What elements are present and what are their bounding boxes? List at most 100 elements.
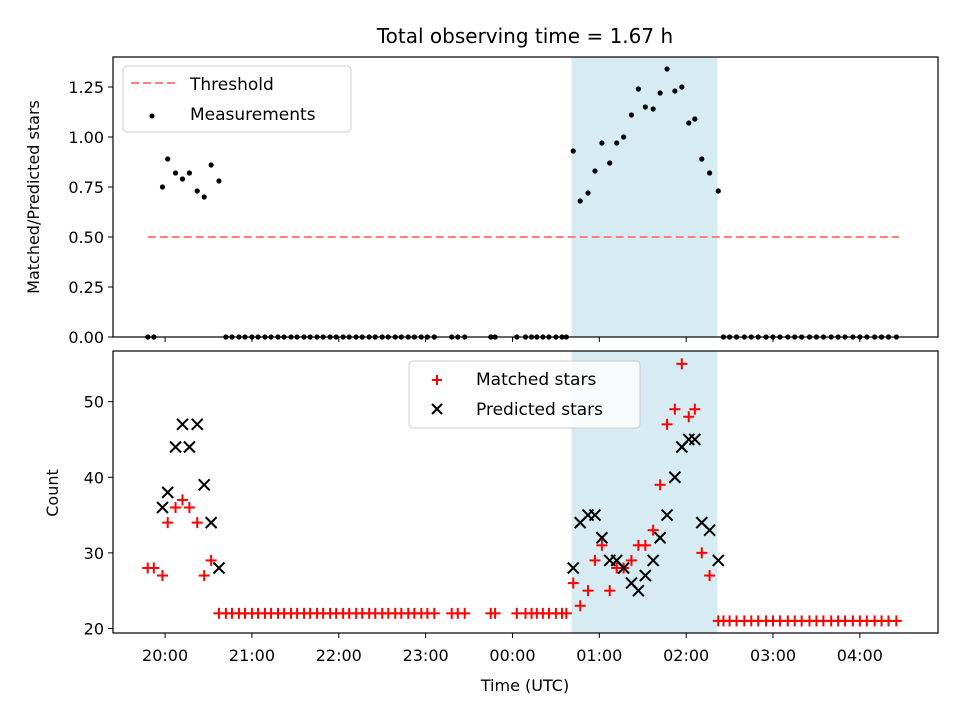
bottom-panel: 20 30 40 50 20:00 21:00 22:00 23:00 00:00 01:00 0… (43, 350, 939, 695)
top-y-tick-label: 0.00 (68, 328, 104, 347)
measurement-point (715, 188, 721, 194)
matched-star-point (669, 403, 681, 415)
matched-star-point (162, 517, 174, 529)
measurement-point (635, 86, 641, 92)
predicted-star-point (653, 531, 667, 544)
matched-star-point (157, 570, 168, 582)
top-panel: Total observing time = 1.67 h 0.000.250.… (24, 24, 939, 347)
bottom-y-tick-label: 30 (84, 544, 104, 563)
matched-star-point (198, 570, 210, 582)
x-tick-label: 23:00 (403, 646, 449, 665)
predicted-star-point (639, 569, 652, 582)
matched-star-point (647, 524, 659, 536)
predicted-star-b (703, 523, 716, 537)
predicted-star-point (183, 440, 196, 454)
predicted-star-b (567, 561, 580, 575)
bottom-y-ticks: 20 30 40 50 (84, 393, 113, 638)
top-plot-frame (112, 56, 939, 338)
x-axis-label: Time (UTC) (480, 676, 569, 695)
predicted-star-b (653, 531, 667, 544)
predicted-star-b (712, 554, 725, 567)
measurement-point (179, 176, 186, 182)
legend-measurements-swatch (149, 113, 155, 119)
bottom-x-ticks: 20:00 21:00 22:00 23:00 00:00 01:00 02:00 03:00… (142, 633, 883, 665)
predicted-star-b (588, 508, 602, 522)
measurement-point (679, 84, 685, 90)
predicted-star-point (161, 486, 174, 499)
x-tick-label: 22:00 (316, 646, 362, 665)
predicted-star-point (588, 508, 602, 522)
x-tick-label: 03:00 (750, 646, 796, 665)
measurement-point (672, 88, 678, 94)
measurement-point (650, 106, 656, 112)
matched-star-point (689, 403, 701, 415)
measurement-point (570, 148, 576, 154)
top-y-tick-label: 1.25 (68, 78, 104, 97)
predicted-star-point (712, 554, 725, 567)
matched-star-point (148, 562, 160, 574)
predicted-star-point (646, 554, 660, 567)
x-tick-label: 20:00 (142, 646, 188, 665)
predicted-star-point (204, 516, 218, 529)
legend-matched-swatch (432, 375, 442, 385)
predicted-star-point (595, 531, 609, 544)
matched-star-point (625, 554, 637, 566)
matched-star-point (170, 501, 182, 513)
measurement-point (621, 134, 627, 140)
measurement-point (642, 104, 648, 110)
predicted-star-b (632, 584, 645, 597)
predicted-star-b (639, 569, 652, 582)
matched-star-point (696, 547, 708, 559)
predicted-star-b (695, 516, 708, 529)
predicted-star-b (183, 440, 196, 454)
legend-threshold-label: Threshold (189, 75, 274, 95)
matched-star-point (676, 358, 688, 370)
top-legend: Threshold Measurements (122, 65, 352, 133)
predicted-star-point (632, 584, 645, 597)
measurement-point (592, 168, 598, 174)
matched-star-point (639, 539, 651, 551)
measurement-point (159, 184, 166, 190)
top-legend-box (122, 65, 352, 133)
predicted-star-point (660, 508, 674, 522)
top-y-tick-label: 0.25 (68, 278, 104, 297)
predicted-star-b (197, 478, 211, 492)
x-tick-label: 21:00 (229, 646, 275, 665)
predicted-stars-points (156, 418, 725, 597)
predicted-star-b (668, 471, 682, 484)
predicted-star-b (204, 516, 218, 529)
predicted-star-b (161, 486, 174, 499)
x-tick-label: 02:00 (663, 646, 709, 665)
matched-star-point (582, 585, 594, 597)
measurement-point (664, 66, 670, 72)
bottom-plot-frame (112, 350, 939, 634)
matched-star-point (567, 577, 579, 589)
matched-star-point (176, 494, 188, 506)
predicted-star-b (191, 418, 204, 431)
predicted-star-point (197, 478, 211, 492)
measurement-point (216, 178, 222, 184)
predicted-star-point (703, 523, 716, 537)
predicted-star-point (169, 440, 182, 454)
bottom-y-tick-label: 20 (84, 619, 104, 638)
legend-predicted-label: Predicted stars (476, 400, 603, 420)
matched-star-point (604, 585, 616, 597)
predicted-star-b (156, 501, 169, 514)
predicted-star-point (191, 418, 204, 431)
predicted-star-point (212, 561, 226, 575)
measurement-point (208, 162, 214, 168)
measurement-point (201, 194, 207, 200)
measurement-point (707, 170, 713, 176)
measurement-point (165, 156, 171, 162)
x-tick-label: 01:00 (576, 646, 622, 665)
predicted-star-b (595, 531, 609, 544)
predicted-star-b (169, 440, 182, 454)
matched-star-point (589, 554, 601, 566)
measurement-point (599, 140, 605, 146)
measurement-point (172, 170, 179, 176)
predicted-star-point (668, 471, 682, 484)
predicted-star-point (176, 418, 189, 431)
matched-star-point (704, 570, 716, 582)
matched-star-point (205, 554, 217, 566)
